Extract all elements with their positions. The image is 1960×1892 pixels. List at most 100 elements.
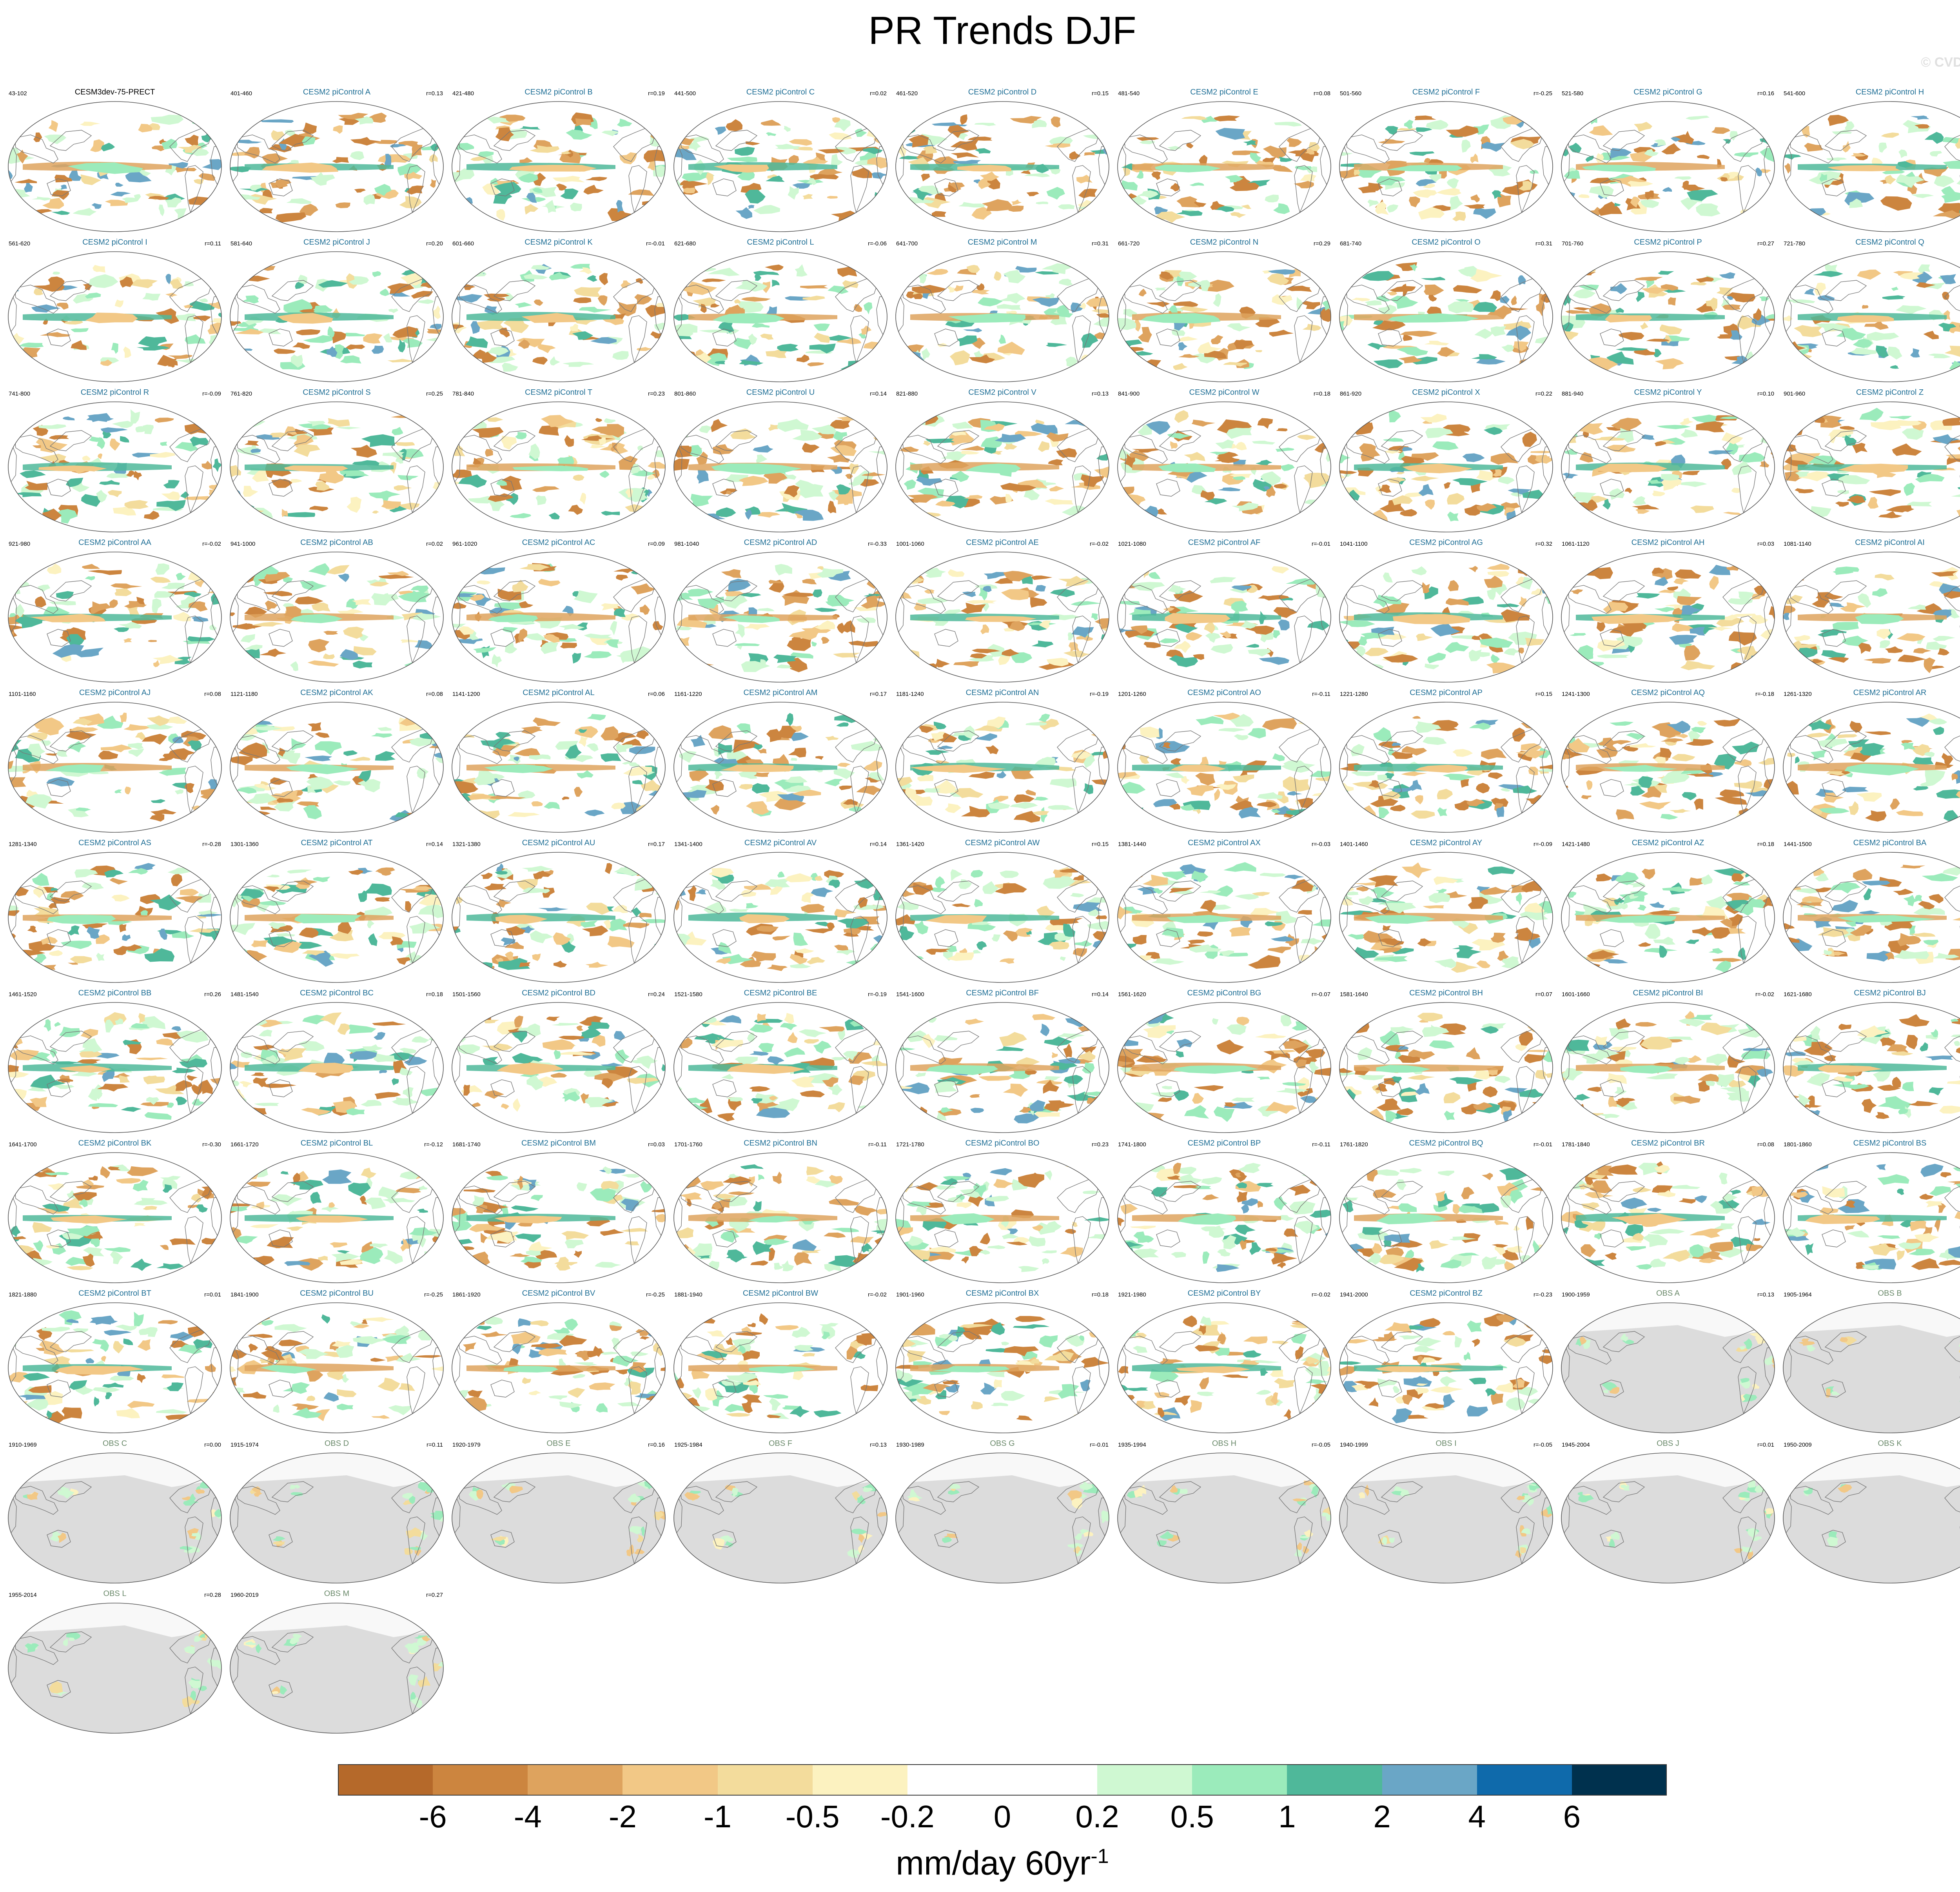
coastline <box>1822 329 1846 347</box>
trend-patch <box>15 179 37 183</box>
trend-patch <box>204 567 221 574</box>
trend-patch <box>210 318 221 323</box>
trend-patch <box>1391 128 1419 131</box>
trend-patch <box>391 158 401 162</box>
trend-patch <box>1287 269 1301 278</box>
map-panel: 1361-1420 CESM2 piControl AW r=0.15 <box>891 839 1113 987</box>
page-title: PR Trends DJF <box>868 9 1136 53</box>
trend-patch <box>341 332 366 337</box>
trend-patch <box>1234 340 1253 349</box>
trend-patch <box>101 143 115 152</box>
trend-patch <box>82 456 91 461</box>
coastline <box>712 329 737 347</box>
coastline <box>1057 278 1100 312</box>
trend-patch <box>1210 201 1225 210</box>
trend-patch <box>244 147 260 159</box>
trend-patch <box>174 208 187 220</box>
trend-patch <box>8 116 23 129</box>
trend-patch <box>975 148 991 154</box>
trend-patch <box>1087 720 1093 726</box>
trend-patch <box>148 196 169 200</box>
trend-patch <box>1295 166 1312 171</box>
panel-correlation: r=0.08 <box>1314 90 1330 97</box>
trend-patch <box>1404 120 1414 129</box>
trend-patch <box>91 203 102 209</box>
trend-patch <box>760 333 774 340</box>
map-border <box>1117 251 1331 382</box>
trend-patch <box>1641 287 1669 294</box>
trend-patch <box>392 326 419 338</box>
trend-patch <box>1674 176 1692 180</box>
trend-map <box>1783 852 1960 983</box>
equatorial-trend-band <box>85 312 138 323</box>
trend-patch <box>1210 335 1223 344</box>
trend-patch <box>1118 730 1124 740</box>
trend-patch <box>1155 211 1185 223</box>
trend-patch <box>1339 899 1353 906</box>
trend-patch <box>579 307 612 313</box>
trend-patch <box>1902 120 1931 133</box>
trend-patch <box>1670 137 1681 142</box>
trend-patch <box>152 145 165 151</box>
trend-patch <box>165 274 171 285</box>
map-panel: 1001-1060 CESM2 piControl AE r=-0.02 <box>891 538 1113 687</box>
map-border <box>230 101 444 232</box>
coastline <box>1294 315 1313 364</box>
trend-patch <box>931 211 946 217</box>
trend-patch <box>792 183 810 189</box>
trend-patch <box>1918 264 1931 274</box>
trend-patch <box>210 356 221 361</box>
trend-patch <box>836 338 862 345</box>
trend-patch <box>452 362 460 367</box>
trend-patch <box>1573 307 1593 311</box>
trend-patch <box>202 360 221 370</box>
trend-patch <box>896 798 906 809</box>
map-border <box>1117 101 1331 232</box>
trend-patch <box>372 271 381 277</box>
trend-patch <box>205 111 219 123</box>
trend-patch <box>1250 153 1261 163</box>
trend-patch <box>1706 297 1718 310</box>
trend-patch <box>1646 279 1654 289</box>
trend-patch <box>1312 808 1331 820</box>
trend-patch <box>1189 182 1204 186</box>
trend-patch <box>1188 281 1210 287</box>
trend-patch <box>674 643 683 652</box>
trend-map <box>1117 702 1331 833</box>
trend-patch <box>1086 297 1109 307</box>
trend-patch <box>1942 137 1960 144</box>
trend-patch <box>1798 415 1816 419</box>
trend-patch <box>1512 341 1529 352</box>
panel-title: CESM2 piControl Z <box>1856 388 1924 397</box>
trend-map <box>1117 101 1331 232</box>
trend-patch <box>66 478 83 487</box>
trend-patch <box>1015 266 1037 273</box>
trend-map <box>1339 852 1553 983</box>
trend-patch <box>745 141 760 145</box>
trend-patch <box>1351 422 1374 435</box>
trend-patch <box>963 328 982 332</box>
trend-patch <box>1562 121 1579 128</box>
trend-patch <box>1448 301 1474 314</box>
panel-title: CESM2 piControl BD <box>522 989 595 997</box>
trend-patch <box>1680 197 1697 210</box>
trend-patch <box>1794 210 1814 221</box>
trend-patch <box>99 480 120 485</box>
trend-patch <box>1783 576 1804 581</box>
trend-patch <box>856 717 878 724</box>
trend-patch <box>438 332 443 341</box>
trend-patch <box>106 473 130 478</box>
trend-patch <box>20 470 46 478</box>
trend-patch <box>105 200 128 206</box>
trend-patch <box>230 347 242 358</box>
trend-patch <box>599 273 608 285</box>
trend-patch <box>689 142 701 151</box>
trend-patch <box>674 356 682 367</box>
trend-patch <box>907 959 924 969</box>
coastline <box>1568 134 1612 163</box>
trend-patch <box>674 509 684 516</box>
coastline <box>1516 315 1535 364</box>
trend-patch <box>1214 115 1240 122</box>
trend-patch <box>1327 489 1331 503</box>
trend-patch <box>1321 732 1331 739</box>
